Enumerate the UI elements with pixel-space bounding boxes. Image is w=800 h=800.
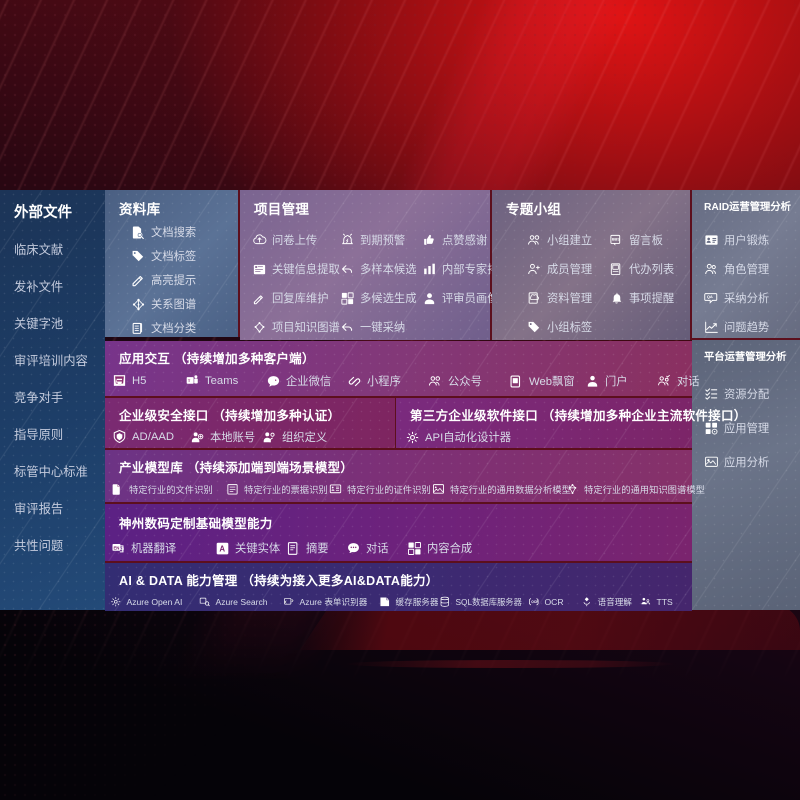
svg-text:BBS: BBS [612, 237, 620, 241]
svg-text:EN: EN [113, 545, 119, 550]
svg-text:中: 中 [120, 546, 124, 551]
svg-text:QA: QA [707, 294, 713, 299]
svg-text:A: A [219, 544, 225, 553]
svg-text:OCR: OCR [531, 600, 539, 604]
